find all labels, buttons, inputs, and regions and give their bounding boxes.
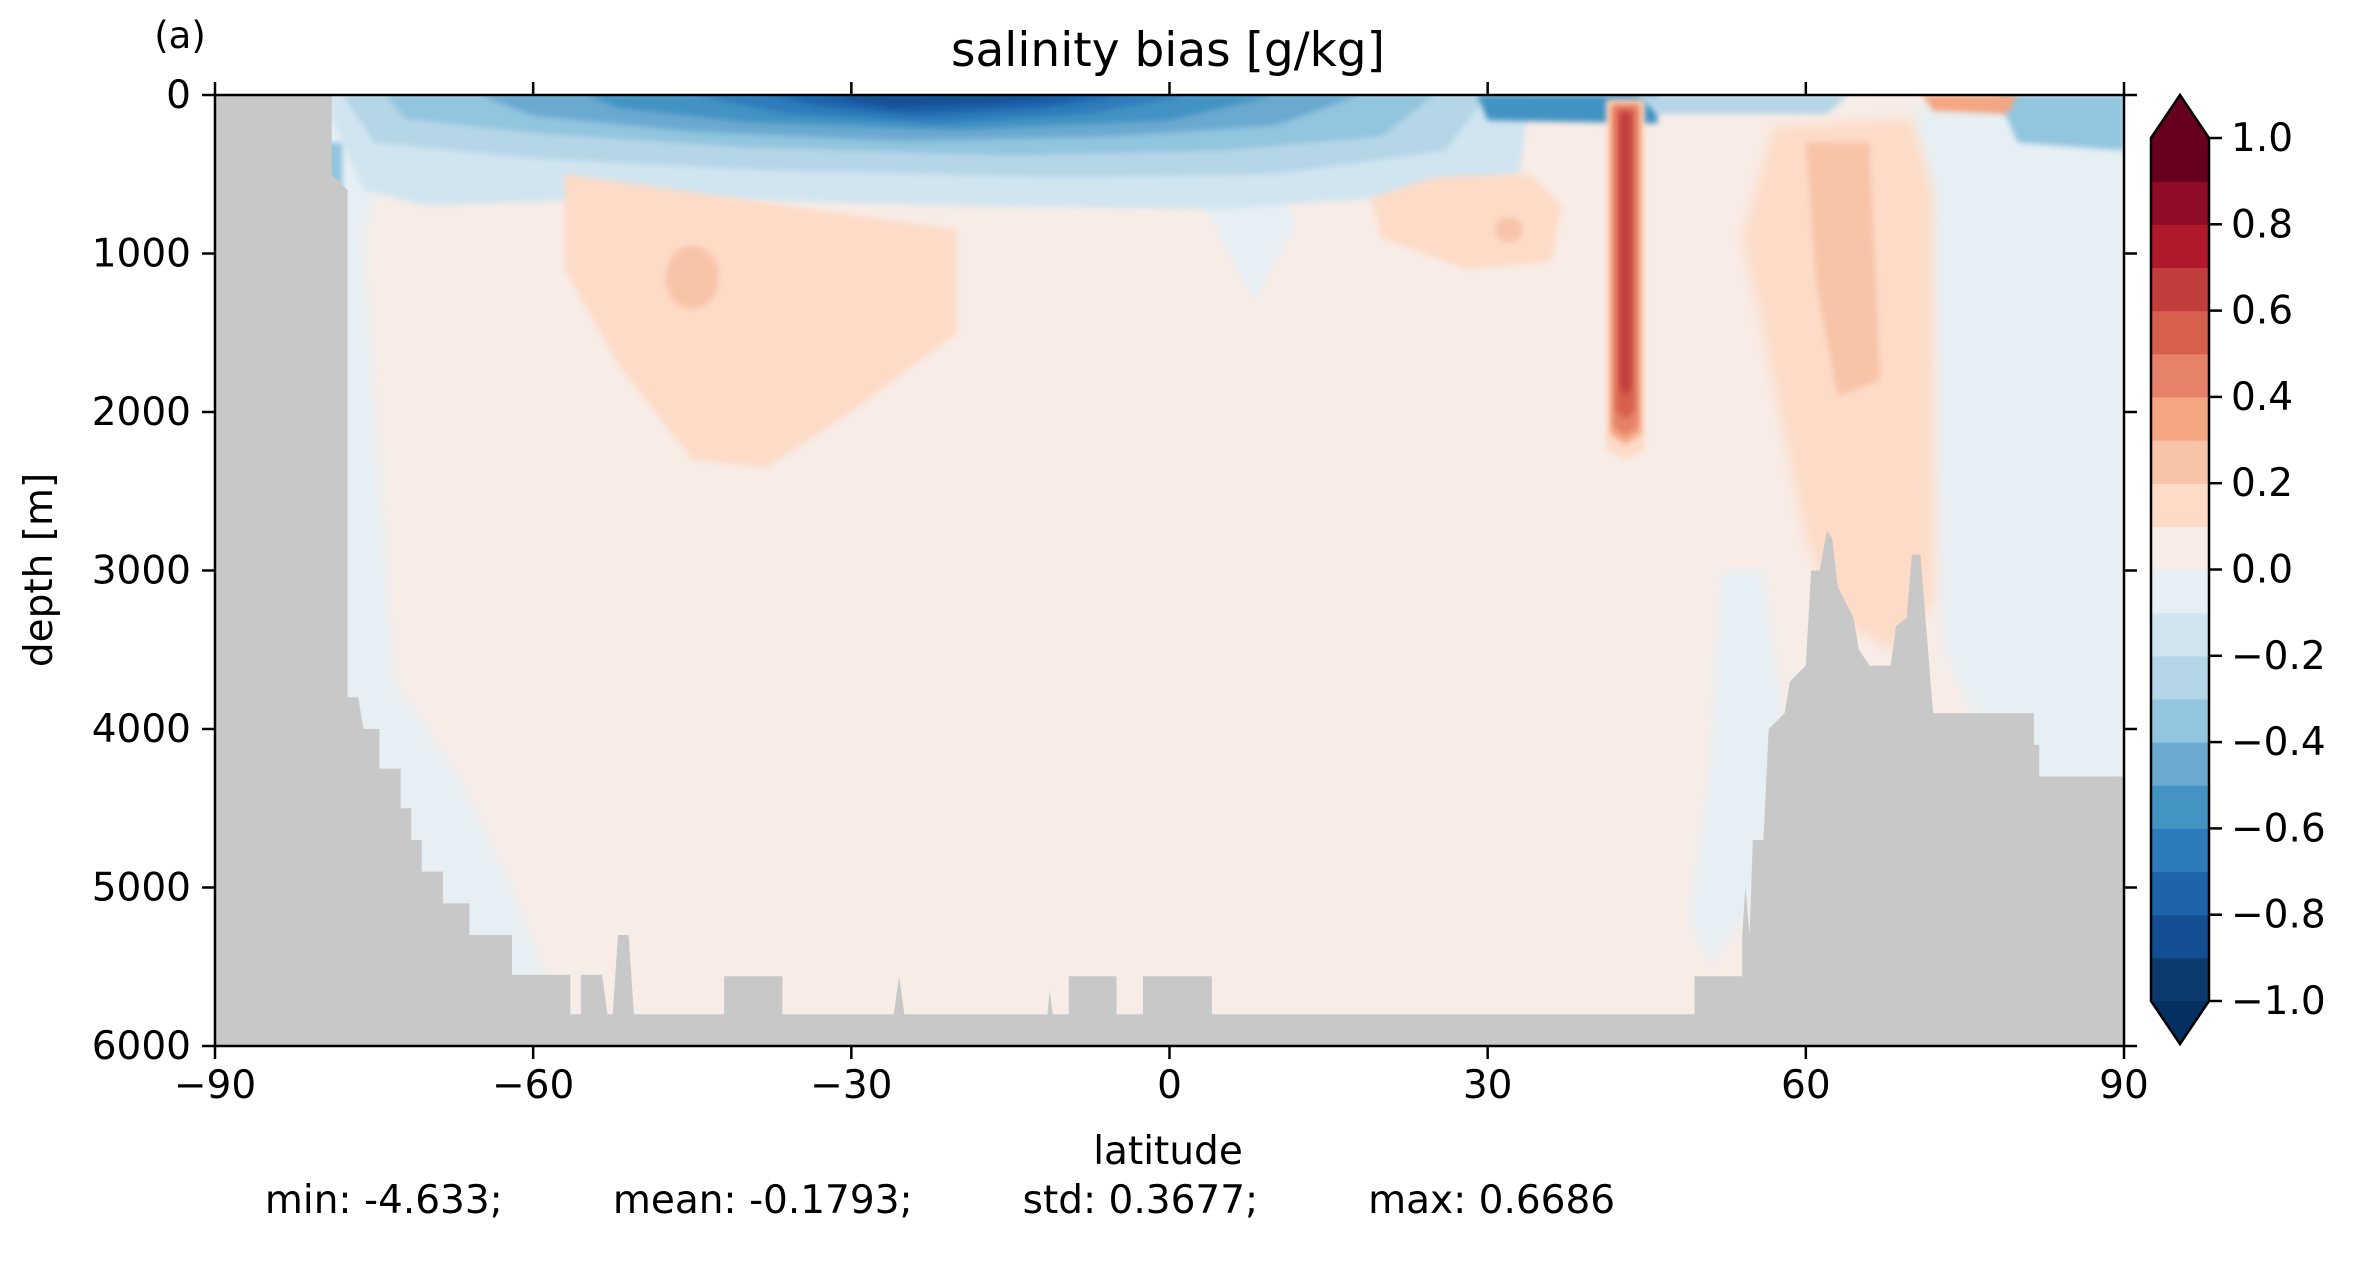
colorbar-segment: [2151, 742, 2209, 786]
plot-area: [215, 95, 2124, 1046]
colorbar-tick-label: 0.4: [2231, 375, 2293, 420]
colorbar-segment: [2151, 698, 2209, 743]
y-axis-label: depth [m]: [17, 473, 62, 667]
x-tick-label: 90: [2099, 1063, 2149, 1108]
salty-surface-arctic: [1922, 95, 2018, 114]
colorbar-segment: [2151, 957, 2209, 1002]
chart-title: salinity bias [g/kg]: [951, 23, 1385, 78]
fresh-bias-north-surface-2: [1636, 95, 1849, 114]
land-mask: [215, 95, 2124, 1046]
x-tick-label: 30: [1463, 1063, 1513, 1108]
colorbar-segment: [2151, 224, 2209, 269]
colorbar-extend-max: [2151, 95, 2209, 138]
colorbar-tick-label: −1.0: [2231, 979, 2326, 1024]
colorbar-tick-label: −0.4: [2231, 720, 2326, 765]
colorbar-segment: [2151, 785, 2209, 829]
panel-label: (a): [154, 14, 206, 57]
y-tick-label: 5000: [92, 866, 191, 911]
stat-std: std: 0.3677;: [1022, 1178, 1259, 1223]
colorbar-tick-label: −0.8: [2231, 893, 2326, 938]
fresh-bias-band-7: [819, 95, 1085, 108]
colorbar-segment: [2151, 267, 2209, 312]
colorbar-segment: [2151, 914, 2209, 959]
bias-field: [321, 95, 2124, 999]
salty-plume-level-4: [1620, 112, 1631, 397]
colorbar-tick-label: −0.2: [2231, 634, 2326, 679]
colorbar-segment: [2151, 871, 2209, 916]
y-tick-label: 4000: [92, 707, 191, 752]
y-tick-label: 6000: [92, 1024, 191, 1069]
colorbar-tick-label: 0.2: [2231, 461, 2293, 506]
y-tick-label: 2000: [92, 390, 191, 435]
colorbar-segment: [2151, 310, 2209, 355]
colorbar-segment: [2151, 569, 2209, 614]
x-tick-label: 0: [1157, 1063, 1182, 1108]
colorbar-segment: [2151, 440, 2209, 484]
colorbar-segment: [2151, 655, 2209, 700]
neg-region-arctic: [1911, 95, 2124, 809]
statistics-line: min: -4.633; mean: -0.1793; std: 0.3677; ma…: [0, 1178, 1880, 1223]
salty-lens-north: [1371, 174, 1562, 270]
colorbar-segment: [2151, 353, 2209, 398]
stat-min: min: -4.633;: [264, 1178, 503, 1223]
y-tick-label: 3000: [92, 549, 191, 594]
colorbar-tick-label: 1.0: [2231, 116, 2293, 161]
colorbar-segment: [2151, 396, 2209, 441]
colorbar-segment: [2151, 526, 2209, 571]
colorbar-segment: [2151, 483, 2209, 527]
colorbar-extend-min: [2151, 1001, 2209, 1044]
stat-mean: mean: -0.1793;: [612, 1178, 913, 1223]
colorbar-tick-label: 0.6: [2231, 289, 2293, 334]
y-axis: 0 1000 2000 3000 4000 5000 6000: [92, 73, 2137, 1069]
colorbar-segment: [2151, 828, 2209, 873]
salty-lens-south: [565, 174, 958, 468]
x-axis: −90 −60 −30 0 30 60 90: [174, 82, 2149, 1108]
y-tick-label: 1000: [92, 232, 191, 277]
stat-max: max: 0.6686: [1368, 1178, 1616, 1223]
colorbar-tick-label: 0.8: [2231, 202, 2293, 247]
x-tick-label: −60: [492, 1063, 574, 1108]
fresh-bias-arctic-surface: [1996, 95, 2124, 151]
salty-core-nordic: [1805, 142, 1881, 397]
colorbar-tick-label: −0.6: [2231, 806, 2326, 851]
x-tick-label: −90: [174, 1063, 256, 1108]
x-tick-label: −30: [810, 1063, 892, 1108]
salty-core-south: [665, 245, 719, 309]
y-tick-label: 0: [166, 73, 191, 118]
colorbar-segment: [2151, 138, 2209, 182]
colorbar-tick-label: 0.0: [2231, 548, 2293, 593]
colorbar-segment: [2151, 612, 2209, 657]
salty-core-north: [1495, 217, 1523, 243]
colorbar: −1.0 −0.8 −0.6 −0.4 −0.2 0.0 0.2 0.4 0.6 0.8 1.0: [2149, 92, 2326, 1047]
x-tick-label: 60: [1781, 1063, 1831, 1108]
x-axis-label: latitude: [1093, 1129, 1243, 1174]
colorbar-segment: [2151, 181, 2209, 225]
